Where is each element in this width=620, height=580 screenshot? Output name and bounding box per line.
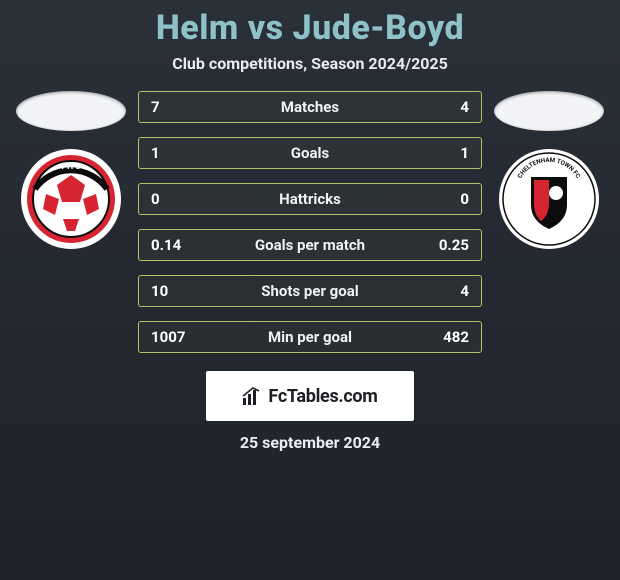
stat-label: Hattricks: [279, 190, 341, 208]
stat-value-left: 0: [151, 190, 160, 208]
stat-value-right: 0: [460, 190, 469, 208]
stat-value-left: 7: [151, 98, 160, 116]
stat-row: 10 Shots per goal 4: [138, 275, 482, 307]
stat-value-left: 1007: [151, 328, 185, 346]
stat-value-right: 1: [460, 144, 469, 162]
brand-badge[interactable]: FcTables.com: [206, 371, 414, 421]
title-player-left: Helm: [156, 8, 239, 48]
stat-value-right: 4: [460, 98, 469, 116]
stat-label: Goals per match: [255, 236, 365, 254]
crest-left-label: FTFC: [61, 162, 81, 171]
stat-value-right: 482: [443, 328, 469, 346]
stat-label: Goals: [291, 144, 329, 162]
crest-left-icon: FTFC: [21, 149, 121, 249]
title-player-right: Jude-Boyd: [293, 8, 465, 48]
team-crest-left: FTFC: [21, 149, 121, 249]
stat-value-left: 0.14: [151, 236, 181, 254]
stat-label: Matches: [281, 98, 339, 116]
stat-value-right: 4: [460, 282, 469, 300]
stat-value-left: 1: [151, 144, 160, 162]
brand-text: FcTables.com: [268, 386, 377, 407]
left-side: FTFC: [12, 91, 130, 249]
stat-value-right: 0.25: [439, 236, 469, 254]
right-side: CHELTENHAM TOWN FC: [490, 91, 608, 249]
stat-row: 1 Goals 1: [138, 137, 482, 169]
stat-label: Shots per goal: [261, 282, 358, 300]
title-vs: vs: [248, 8, 284, 48]
stat-row: 7 Matches 4: [138, 91, 482, 123]
stat-row: 0 Hattricks 0: [138, 183, 482, 215]
stat-row: 0.14 Goals per match 0.25: [138, 229, 482, 261]
stat-value-left: 10: [151, 282, 168, 300]
bar-chart-icon: [242, 386, 262, 406]
comparison-body: FTFC 7Matches41Goals10Hattricks00.14Goal…: [0, 91, 620, 353]
team-crest-right: CHELTENHAM TOWN FC: [499, 149, 599, 249]
stat-label: Min per goal: [268, 328, 352, 346]
crest-right-icon: CHELTENHAM TOWN FC: [499, 149, 599, 249]
player-avatar-left: [16, 91, 126, 131]
page-title: Helm vs Jude-Boyd: [156, 8, 464, 48]
player-avatar-right: [494, 91, 604, 131]
stat-row: 1007 Min per goal 482: [138, 321, 482, 353]
stats-table: 7Matches41Goals10Hattricks00.14Goals per…: [138, 91, 482, 353]
subtitle: Club competitions, Season 2024/2025: [172, 54, 448, 73]
date-label: 25 september 2024: [240, 433, 380, 452]
